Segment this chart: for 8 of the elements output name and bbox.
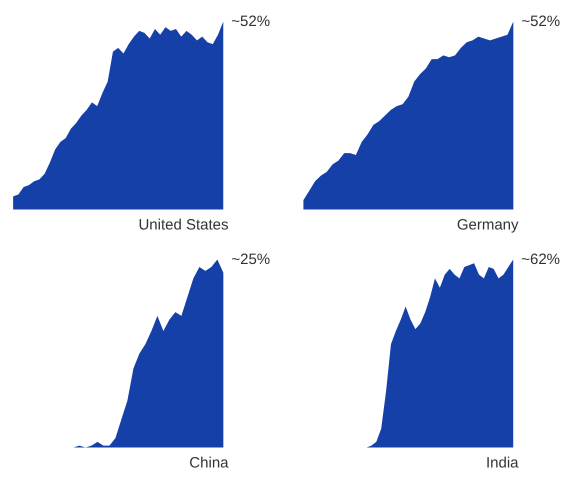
text: United States [138,216,229,234]
text: India [486,454,520,472]
text: China [189,454,230,472]
text: ~62% [521,251,560,268]
text: ~25% [231,251,270,268]
text: ~52% [231,13,270,30]
text: ~52% [521,13,560,30]
text: Germany [456,216,519,234]
